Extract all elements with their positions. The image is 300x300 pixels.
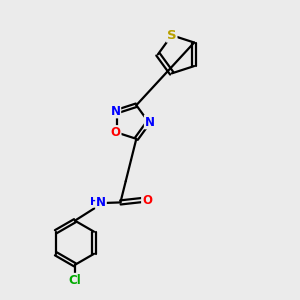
Text: Cl: Cl: [68, 274, 81, 286]
Text: N: N: [96, 196, 106, 209]
Text: O: O: [111, 126, 121, 139]
Text: S: S: [167, 29, 177, 42]
Text: O: O: [142, 194, 152, 207]
Text: N: N: [110, 105, 120, 118]
Text: N: N: [145, 116, 155, 128]
Text: H: H: [91, 197, 100, 207]
